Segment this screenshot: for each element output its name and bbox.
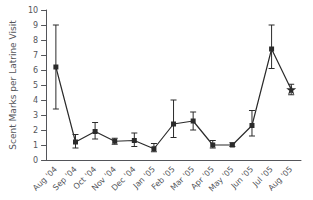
svg-text:Jul '05: Jul '05	[251, 164, 275, 189]
svg-text:May '05: May '05	[207, 165, 236, 194]
svg-text:Oct '04: Oct '04	[71, 164, 99, 192]
svg-text:Apr '05: Apr '05	[189, 164, 216, 192]
svg-text:1: 1	[33, 141, 38, 150]
svg-text:Sep '04: Sep '04	[51, 164, 79, 193]
svg-text:10: 10	[28, 6, 38, 15]
svg-text:7: 7	[33, 51, 38, 60]
svg-text:0: 0	[33, 156, 38, 165]
svg-text:8: 8	[33, 36, 38, 45]
svg-text:Aug '04: Aug '04	[31, 164, 60, 193]
svg-text:Jan '05: Jan '05	[131, 164, 158, 191]
svg-text:3: 3	[33, 111, 38, 120]
svg-text:9: 9	[33, 21, 38, 30]
svg-text:6: 6	[33, 66, 38, 75]
svg-text:Mar '05: Mar '05	[168, 164, 197, 193]
svg-text:Feb '05: Feb '05	[149, 164, 177, 192]
svg-text:5: 5	[33, 81, 38, 90]
svg-text:Scent Marks per Latrine Visit: Scent Marks per Latrine Visit	[8, 20, 18, 150]
svg-text:4: 4	[33, 96, 38, 105]
svg-text:2: 2	[33, 126, 38, 135]
svg-text:Jun '05: Jun '05	[229, 165, 255, 191]
svg-text:Nov '04: Nov '04	[90, 164, 118, 193]
svg-text:Aug '05: Aug '05	[266, 165, 294, 193]
svg-text:Dec '04: Dec '04	[110, 165, 138, 193]
